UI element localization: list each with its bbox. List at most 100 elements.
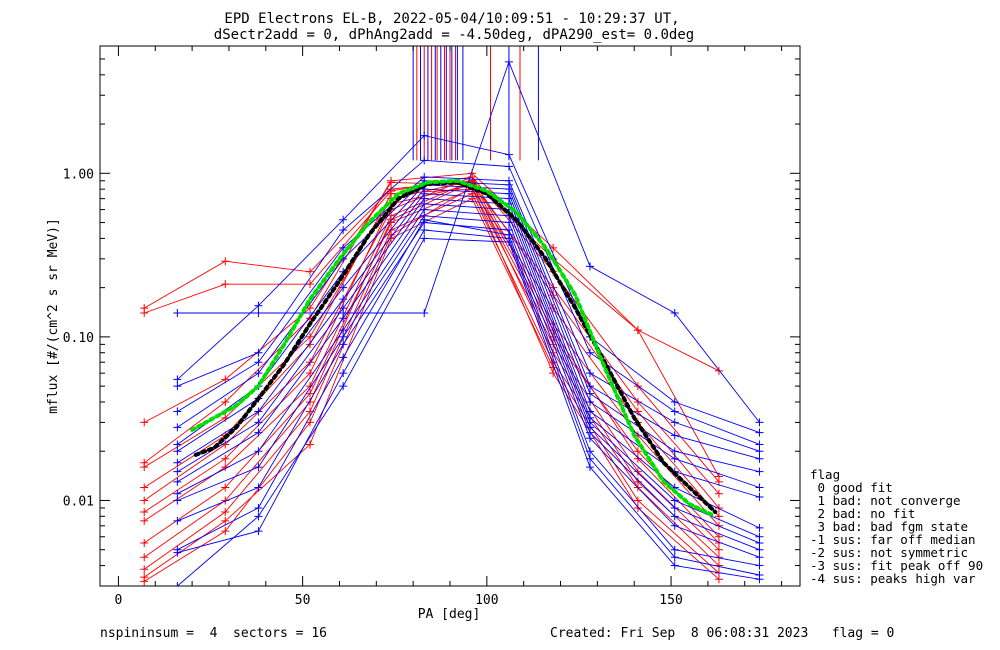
blue-point-1-2: [339, 215, 348, 224]
red-point-0-7: [714, 366, 723, 375]
red-curve-5: [143, 188, 720, 517]
blue-point-11-1: [254, 463, 263, 472]
red-point-13-2: [306, 418, 314, 427]
red-point-3-3: [387, 176, 396, 185]
blue-point-14-3: [420, 226, 429, 235]
blue-point-1-7: [755, 428, 764, 437]
blue-point-8-1: [254, 418, 263, 427]
blue-curve-3: [177, 176, 760, 452]
blue-point-7-1: [254, 407, 263, 416]
red-curve-4: [143, 180, 720, 509]
x-tick-label: 50: [295, 593, 311, 608]
red-point-9-2: [306, 389, 314, 398]
blue-point-14-0: [173, 548, 182, 557]
red-point-7-1: [221, 454, 230, 463]
axes: 0 50 100 150 0.01 0.10 1.00: [63, 45, 801, 608]
blue-point-3-1: [254, 358, 263, 367]
red-point-8-2: [306, 382, 314, 391]
legend-line: -2 sus: not symmetric: [810, 545, 969, 560]
red-curve-8: [143, 180, 720, 544]
black-fit-curve: [193, 180, 718, 514]
blue-point-14-2: [339, 369, 348, 378]
blue-point-9-1: [254, 428, 263, 437]
blue-curve-1: [177, 135, 760, 434]
red-point-10-0: [140, 553, 149, 562]
red-point-9-0: [140, 538, 149, 547]
blue-point-0-4: [504, 57, 513, 66]
red-point-12-1: [221, 516, 230, 525]
red-curve-2: [143, 181, 720, 494]
blue-point-12-7: [755, 553, 764, 562]
flag-legend: flag 0 good fit 1 bad: not converge 2 ba…: [810, 468, 983, 585]
blue-point-10-2: [339, 326, 348, 335]
footer-right-text: Created: Fri Sep 8 06:08:31 2023 flag = …: [550, 626, 895, 641]
blue-curve-9: [177, 203, 760, 538]
blue-point-12-0: [173, 516, 182, 525]
red-point-9-1: [221, 483, 230, 492]
blue-point-13-2: [339, 353, 348, 362]
red-point-6-2: [306, 358, 314, 367]
blue-point-12-1: [254, 483, 263, 492]
red-point-1-2: [306, 280, 314, 289]
red-point-13-7: [714, 575, 723, 584]
x-tick-label: 100: [475, 593, 498, 608]
blue-point-3-5: [586, 369, 594, 378]
blue-point-5-7: [755, 467, 764, 476]
blue-point-14-1: [254, 527, 263, 536]
blue-point-9-2: [339, 314, 348, 323]
red-curve-12: [143, 197, 720, 578]
blue-point-9-0: [173, 477, 182, 486]
blue-curve-4: [177, 180, 760, 460]
blue-point-15-6: [670, 561, 679, 570]
blue-point-5-0: [173, 440, 182, 449]
blue-point-0-3: [420, 308, 429, 317]
blue-curve-0: [177, 60, 760, 423]
blue-point-7-7: [755, 492, 764, 501]
blue-point-10-7: [755, 538, 764, 547]
red-point-9-7: [714, 545, 723, 554]
blue-curve-15: [177, 237, 760, 586]
red-point-2-7: [714, 489, 723, 498]
blue-curve-13: [177, 219, 760, 567]
x-tick-label: 150: [659, 593, 682, 608]
red-point-13-0: [140, 577, 149, 586]
legend-line: -4 sus: peaks high var: [810, 571, 976, 586]
red-curve-11: [143, 193, 720, 570]
blue-point-0-5: [586, 262, 594, 271]
blue-point-15-4: [504, 238, 513, 247]
blue-point-1-6: [670, 397, 679, 406]
blue-point-2-5: [586, 348, 594, 357]
data-layer: [140, 46, 764, 586]
blue-point-4-0: [173, 423, 182, 432]
blue-point-4-1: [254, 369, 263, 378]
red-point-13-6: [633, 503, 642, 512]
red-point-11-1: [221, 508, 230, 517]
red-point-13-1: [221, 527, 230, 536]
chart-title-line1: EPD Electrons EL-B, 2022-05-04/10:09:51 …: [224, 11, 679, 27]
blue-point-10-0: [173, 489, 182, 498]
red-point-5-0: [140, 483, 149, 492]
blue-point-2-6: [670, 407, 679, 416]
blue-point-1-0: [173, 375, 182, 384]
blue-curve-11: [177, 215, 760, 551]
blue-point-2-2: [339, 226, 348, 235]
red-point-7-6: [633, 447, 642, 456]
blue-point-3-2: [339, 243, 348, 252]
blue-point-13-1: [254, 503, 263, 512]
blue-point-2-1: [254, 348, 263, 357]
legend-line: -3 sus: fit peak off 90: [810, 558, 984, 573]
blue-point-15-7: [755, 575, 764, 584]
red-point-12-6: [633, 496, 642, 505]
red-point-3-1: [221, 397, 230, 406]
red-point-2-6: [633, 397, 642, 406]
blue-point-7-2: [339, 295, 348, 304]
blue-point-11-0: [173, 496, 182, 505]
blue-point-11-2: [339, 332, 348, 341]
red-point-8-0: [140, 516, 149, 525]
blue-point-0-0: [173, 308, 182, 317]
blue-point-1-1: [254, 301, 263, 310]
blue-point-6-6: [670, 454, 679, 463]
legend-line: -1 sus: far off median: [810, 532, 976, 547]
blue-point-12-2: [339, 340, 348, 349]
